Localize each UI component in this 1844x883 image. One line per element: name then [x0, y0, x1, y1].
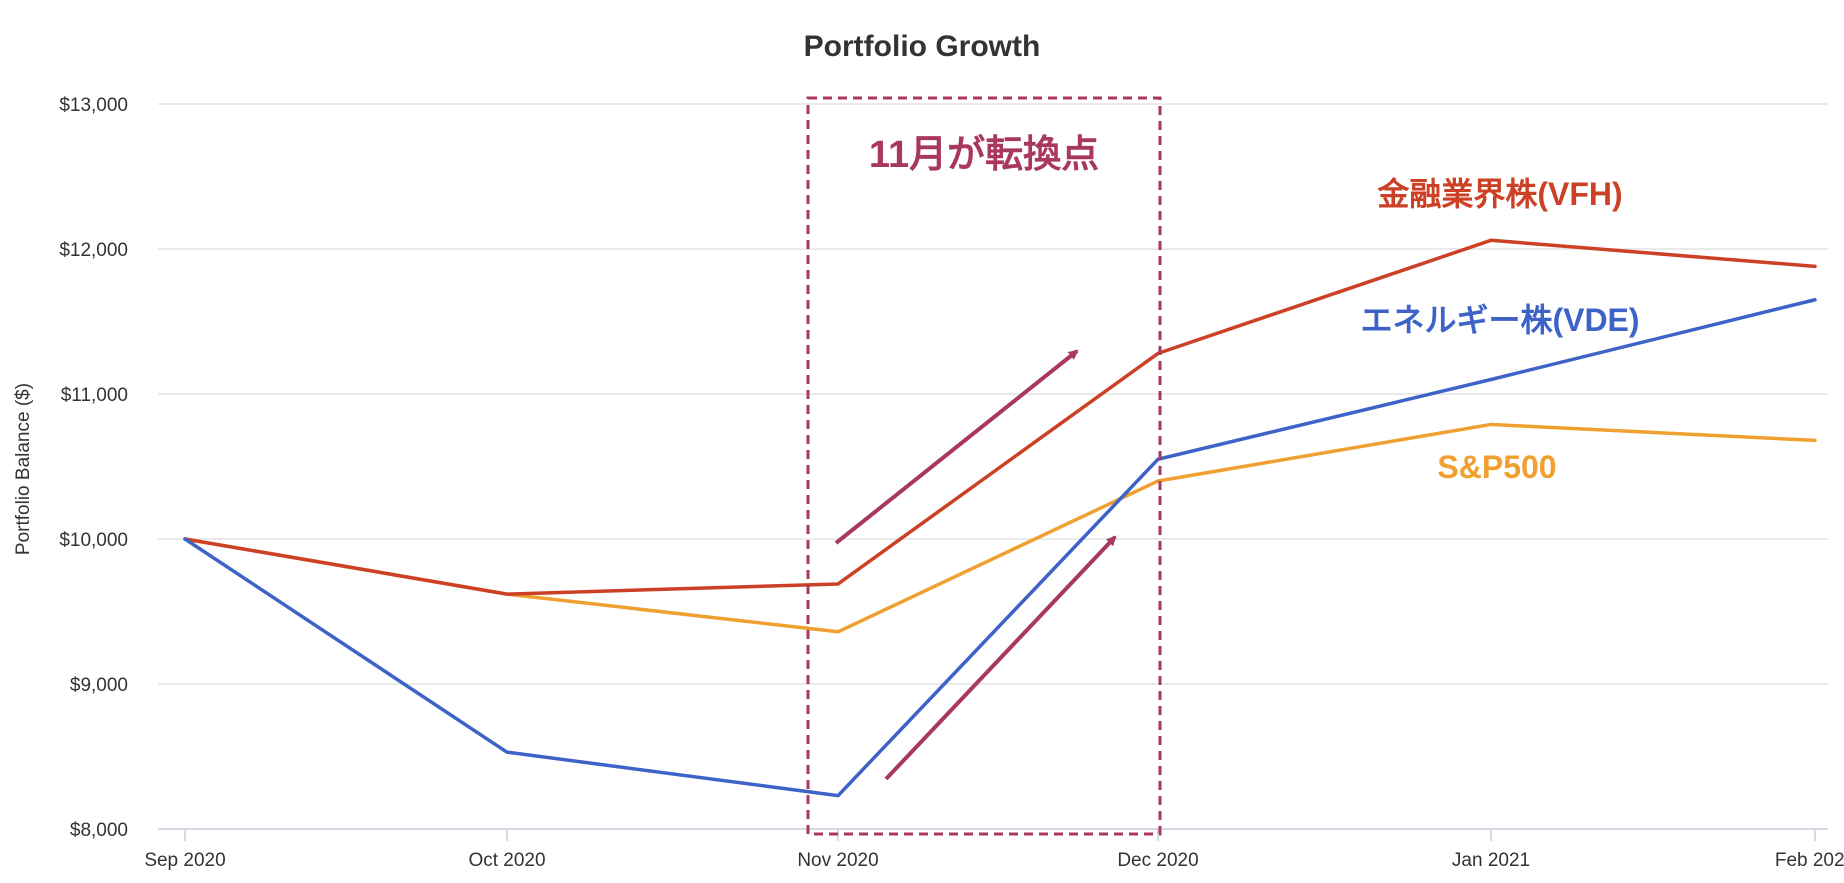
- highlight-label: 11月が転換点: [869, 134, 1099, 176]
- series-line: [183, 422, 1817, 634]
- series-lines: [183, 238, 1817, 798]
- chart-title: Portfolio Growth: [804, 30, 1041, 63]
- y-tick-label: $11,000: [61, 385, 128, 406]
- y-tick-label: $10,000: [59, 530, 128, 551]
- series-label: 金融業界株(VFH): [1376, 176, 1622, 212]
- highlight-box: [806, 96, 1162, 836]
- x-tick-label: Feb 2021: [1775, 850, 1844, 871]
- gridlines: [158, 103, 1828, 830]
- x-tick-label: Dec 2020: [1117, 850, 1198, 871]
- y-tick-label: $12,000: [59, 240, 128, 261]
- y-axis-ticks: $8,000 $9,000 $10,000 $11,000 $12,000 $13,000: [59, 95, 128, 841]
- y-tick-label: $9,000: [70, 675, 128, 696]
- y-axis-label: Portfolio Balance ($): [13, 383, 34, 555]
- x-axis: Sep 2020 Oct 2020 Nov 2020 Dec 2020 Jan 2021…: [144, 828, 1844, 871]
- series-label: エネルギー株(VDE): [1360, 302, 1639, 338]
- series-line: [183, 238, 1817, 596]
- trend-arrow: [834, 349, 1079, 545]
- x-tick-label: Sep 2020: [144, 850, 225, 871]
- x-tick-label: Nov 2020: [797, 850, 878, 871]
- series-label: S&P500: [1437, 449, 1556, 485]
- x-tick-label: Oct 2020: [468, 850, 545, 871]
- y-tick-label: $13,000: [59, 95, 128, 116]
- series-line: [183, 298, 1817, 798]
- trend-arrow: [884, 535, 1117, 781]
- y-tick-label: $8,000: [70, 820, 128, 841]
- x-tick-label: Jan 2021: [1452, 850, 1530, 871]
